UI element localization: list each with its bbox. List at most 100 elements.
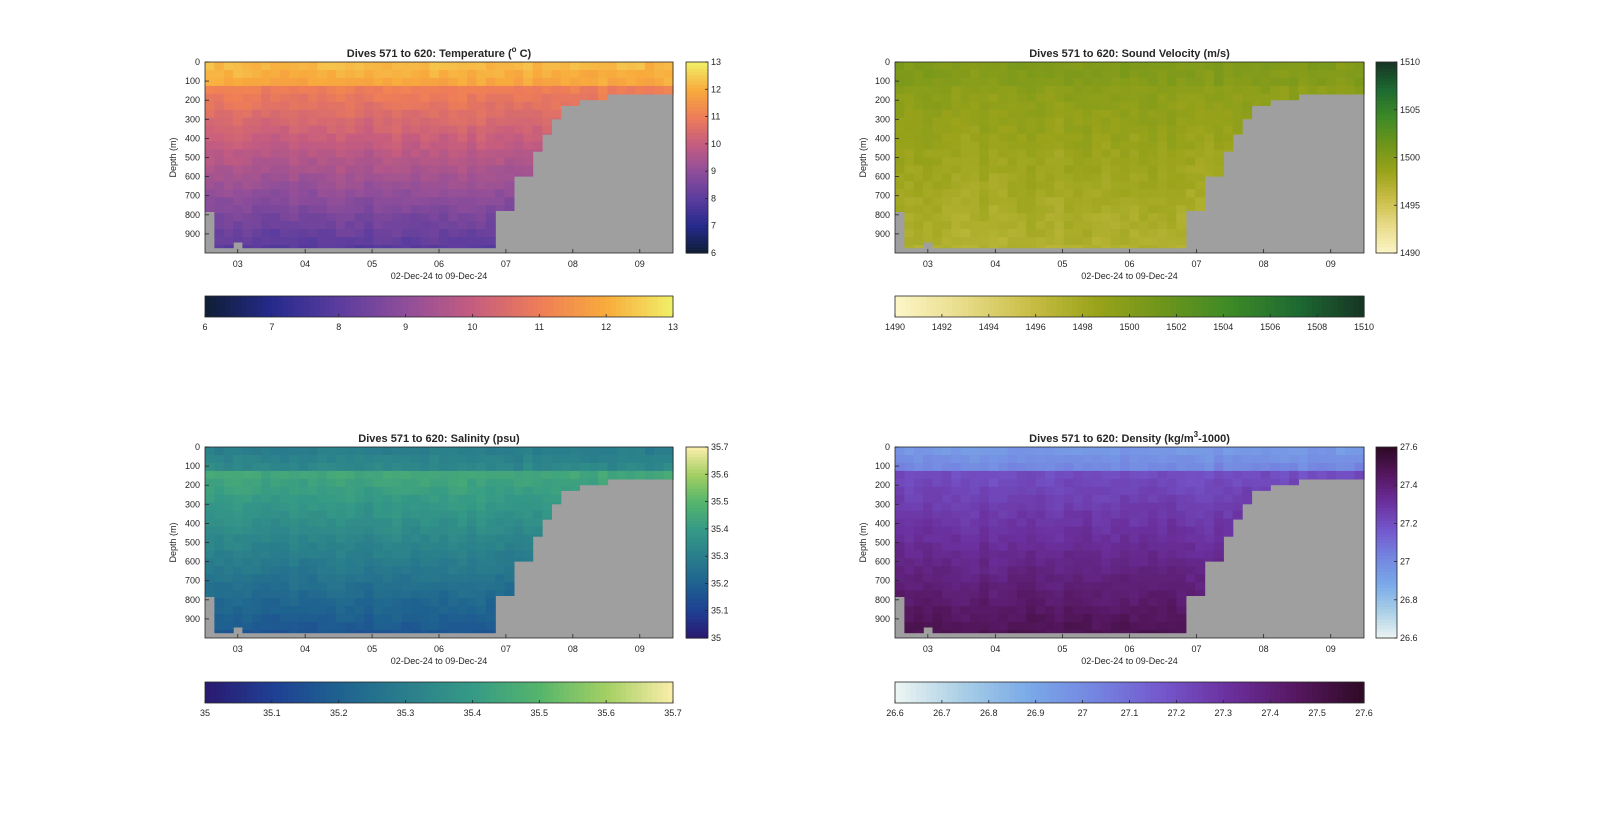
heatmap-cell — [476, 518, 487, 528]
colorbar-segment — [1376, 154, 1397, 159]
heatmap-cell — [1073, 229, 1084, 238]
heatmap-cell — [1007, 630, 1018, 634]
heatmap-cell — [354, 534, 365, 544]
heatmap-cell — [392, 70, 403, 79]
heatmap-cell — [1185, 117, 1196, 127]
horizontal-colorbar-segment — [1259, 682, 1266, 703]
heatmap-cell — [345, 213, 356, 222]
horizontal-colorbar-segment — [262, 296, 268, 317]
heatmap-cell — [1129, 165, 1140, 175]
horizontal-colorbar-segment — [324, 296, 331, 317]
colorbar-segment — [1376, 221, 1397, 225]
heatmap-cell — [1232, 478, 1243, 488]
heatmap-cell — [951, 478, 962, 488]
heatmap-cell — [1016, 494, 1027, 504]
heatmap-cell — [523, 149, 534, 159]
heatmap-cell — [960, 574, 971, 583]
heatmap-cell — [1223, 526, 1234, 536]
heatmap-cell — [1054, 558, 1065, 567]
heatmap-cell — [923, 141, 934, 151]
heatmap-cell — [261, 93, 272, 103]
heatmap-cell — [1092, 455, 1102, 464]
heatmap-cell — [420, 157, 431, 167]
heatmap-cell — [1120, 590, 1131, 599]
horizontal-colorbar-segment — [605, 296, 612, 317]
heatmap-cell — [1045, 205, 1056, 214]
horizontal-colorbar-segment — [402, 296, 409, 317]
heatmap-cell — [223, 550, 234, 560]
heatmap-cell — [560, 85, 571, 95]
heatmap-cell — [373, 526, 384, 536]
heatmap-cell — [485, 173, 496, 182]
heatmap-cell — [1157, 462, 1168, 472]
heatmap-cell — [364, 566, 375, 575]
y-tick-label: 300 — [185, 114, 200, 124]
heatmap-cell — [979, 614, 990, 623]
heatmap-cell — [354, 462, 365, 472]
colorbar-segment — [1376, 520, 1397, 524]
colorbar-segment — [686, 138, 708, 143]
heatmap-cell — [932, 189, 943, 198]
heatmap-cell — [476, 93, 487, 103]
heatmap-cell — [373, 77, 384, 87]
heatmap-cell — [570, 77, 580, 87]
horizontal-colorbar-segment — [1072, 682, 1078, 703]
heatmap-cell — [1045, 455, 1056, 464]
heatmap-cell — [373, 518, 384, 528]
horizontal-colorbar-segment — [1192, 682, 1198, 703]
heatmap-cell — [654, 62, 665, 71]
heatmap-cell — [960, 455, 971, 464]
heatmap-cell — [485, 205, 496, 214]
heatmap-cell — [1176, 478, 1187, 488]
heatmap-cell — [392, 62, 403, 71]
heatmap-cell — [326, 590, 337, 599]
horizontal-colorbar-segment — [215, 682, 222, 703]
heatmap-cell — [1176, 550, 1187, 560]
heatmap-cell — [214, 550, 225, 560]
colorbar-segment — [1376, 545, 1397, 550]
heatmap-cell — [626, 470, 637, 480]
colorbar-segment — [1376, 628, 1397, 633]
heatmap-cell — [336, 141, 346, 151]
heatmap-cell — [439, 125, 449, 135]
heatmap-cell — [941, 141, 952, 151]
heatmap-cell — [382, 518, 393, 528]
heatmap-cell — [998, 518, 1009, 528]
horizontal-colorbar-segment — [1197, 682, 1203, 703]
heatmap-cell — [1120, 447, 1131, 456]
heatmap-cell — [476, 245, 487, 249]
heatmap-cell — [270, 470, 281, 480]
horizontal-colorbar-segment — [485, 296, 492, 317]
heatmap-cell — [998, 470, 1009, 480]
heatmap-cell — [1167, 470, 1177, 480]
horizontal-colorbar-tick-label: 27.1 — [1121, 708, 1139, 718]
heatmap-cell — [1016, 542, 1027, 552]
heatmap-cell — [970, 125, 980, 135]
heatmap-cell — [270, 229, 281, 238]
heatmap-cell — [523, 77, 534, 87]
heatmap-cell — [1317, 93, 1328, 95]
heatmap-cell — [205, 197, 215, 206]
colorbar-segment — [686, 622, 708, 626]
heatmap-cell — [205, 470, 215, 480]
heatmap-cell — [923, 117, 934, 127]
heatmap-cell — [448, 598, 459, 607]
heatmap-cell — [354, 77, 365, 87]
heatmap-cell — [289, 77, 300, 87]
heatmap-cell — [270, 630, 281, 634]
heatmap-cell — [923, 598, 934, 607]
heatmap-cell — [1129, 117, 1140, 127]
colorbar-segment — [686, 552, 708, 556]
heatmap-cell — [1026, 125, 1037, 135]
horizontal-colorbar-segment — [652, 682, 658, 703]
heatmap-cell — [1185, 165, 1196, 175]
heatmap-cell — [1026, 582, 1037, 591]
heatmap-cell — [1063, 550, 1074, 560]
heatmap-cell — [279, 590, 290, 599]
heatmap-cell — [1176, 205, 1187, 214]
heatmap-cell — [214, 542, 225, 552]
heatmap-cell — [326, 85, 337, 95]
heatmap-cell — [923, 213, 934, 222]
heatmap-cell — [495, 455, 506, 464]
heatmap-cell — [485, 197, 496, 206]
